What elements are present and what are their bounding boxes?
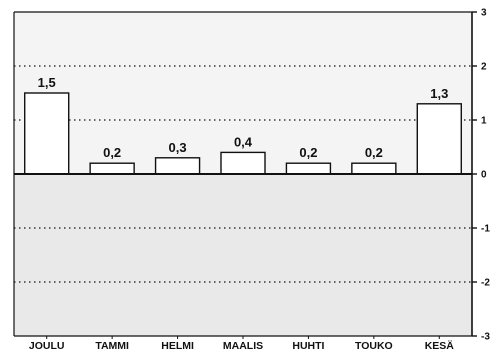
category-label-3: MAALIS — [223, 340, 263, 352]
plot-area-negative — [14, 174, 472, 336]
data-label-3: 0,4 — [234, 134, 253, 149]
bar-3 — [220, 151, 266, 175]
bar-2 — [154, 157, 201, 175]
y-tick-label-1: 2 — [481, 62, 487, 73]
plot-area-positive — [14, 12, 472, 174]
bar-1 — [89, 162, 135, 175]
category-label-2: HELMI — [161, 340, 194, 352]
bars — [24, 92, 462, 175]
y-tick-label-2: 1 — [481, 116, 487, 127]
category-label-6: KESÄ — [425, 339, 455, 352]
bar-0 — [24, 92, 70, 175]
data-label-2: 0,3 — [169, 140, 187, 155]
category-label-1: TAMMI — [95, 340, 129, 352]
bar-4 — [285, 162, 332, 175]
category-label-5: TOUKO — [355, 340, 393, 352]
y-tick-label-3: 0 — [481, 170, 487, 181]
y-tick-label-5: -2 — [481, 278, 490, 289]
data-label-1: 0,2 — [103, 145, 121, 160]
category-label-4: HUHTI — [292, 340, 324, 352]
y-tick-label-0: 3 — [481, 8, 487, 19]
grid-lines — [14, 65, 472, 283]
data-label-0: 1,5 — [38, 75, 56, 90]
data-label-5: 0,2 — [365, 145, 383, 160]
axes — [13, 11, 477, 339]
y-tick-label-6: -3 — [481, 332, 490, 343]
category-label-0: JOULU — [29, 340, 65, 352]
data-label-4: 0,2 — [299, 145, 317, 160]
bar-5 — [351, 162, 397, 175]
bar-6 — [416, 103, 462, 175]
plot-background — [14, 12, 472, 336]
data-label-6: 1,3 — [430, 86, 448, 101]
y-tick-label-4: -1 — [481, 224, 490, 235]
labels: 3 2 1 0 -1 -2 -3 1,5 JOULU 0,2 TAMMI 0,3 HELMI 0,4 MAA… — [29, 8, 490, 353]
